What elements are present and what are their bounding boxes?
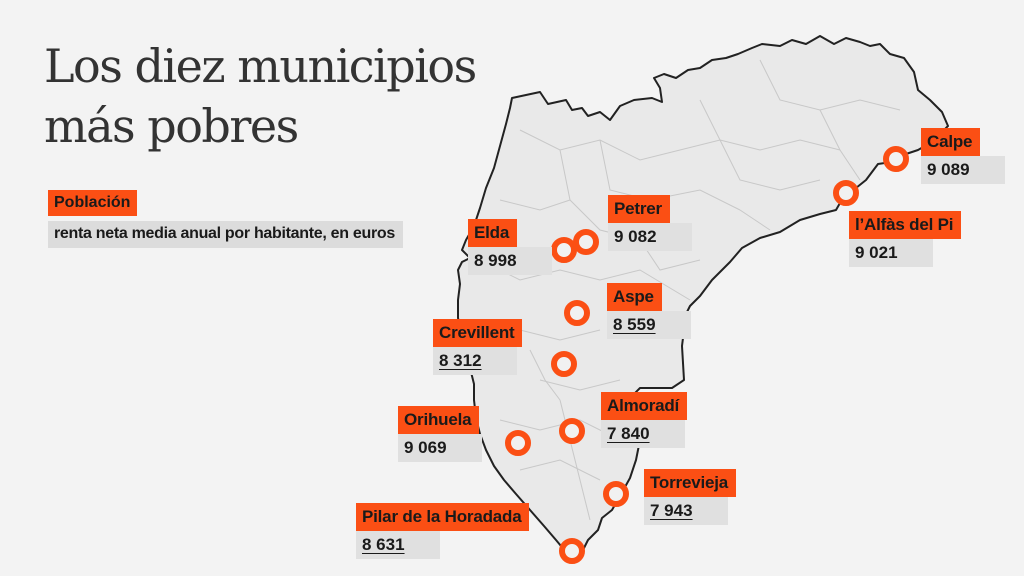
title-line-1: Los diez municipios (44, 39, 477, 93)
label-calpe: Calpe 9 089 (921, 128, 1005, 184)
marker-alfas-del-pi[interactable] (833, 180, 859, 206)
marker-orihuela[interactable] (505, 430, 531, 456)
municipality-name: Calpe (921, 128, 981, 156)
municipality-name: Orihuela (398, 406, 480, 434)
label-orihuela: Orihuela 9 069 (398, 406, 482, 462)
municipality-name: Petrer (608, 195, 670, 223)
marker-aspe[interactable] (564, 300, 590, 326)
marker-almoradi[interactable] (559, 418, 585, 444)
municipality-name: Torrevieja (644, 469, 737, 497)
label-aspe: Aspe 8 559 (607, 283, 691, 339)
municipality-value: 8 631 (356, 531, 440, 559)
marker-crevillent[interactable] (551, 351, 577, 377)
municipality-value: 9 069 (398, 434, 482, 462)
marker-torrevieja[interactable] (603, 481, 629, 507)
marker-elda[interactable] (551, 237, 577, 263)
municipality-value: 9 082 (608, 223, 692, 251)
municipality-value: 8 559 (607, 311, 691, 339)
legend-name-label: Población (48, 190, 138, 216)
label-elda: Elda 8 998 (468, 219, 552, 275)
label-torrevieja: Torrevieja 7 943 (644, 469, 737, 525)
label-petrer: Petrer 9 082 (608, 195, 692, 251)
municipality-value: 9 089 (921, 156, 1005, 184)
municipality-name: Elda (468, 219, 518, 247)
municipality-name: Pilar de la Horadada (356, 503, 530, 531)
municipality-value: 7 840 (601, 420, 685, 448)
label-pilar-de-la-horadada: Pilar de la Horadada 8 631 (356, 503, 530, 559)
municipality-value: 9 021 (849, 239, 933, 267)
municipality-value: 7 943 (644, 497, 728, 525)
marker-pilar-de-la-horadada[interactable] (559, 538, 585, 564)
legend-description: renta neta media anual por habitante, en… (48, 221, 403, 248)
municipality-value: 8 312 (433, 347, 517, 375)
marker-calpe[interactable] (883, 146, 909, 172)
municipality-name: Crevillent (433, 319, 523, 347)
label-almoradi: Almoradí 7 840 (601, 392, 688, 448)
municipality-name: Almoradí (601, 392, 688, 420)
municipality-value: 8 998 (468, 247, 552, 275)
label-crevillent: Crevillent 8 312 (433, 319, 523, 375)
title-line-2: más pobres (44, 99, 299, 153)
label-alfas-del-pi: l’Alfàs del Pi 9 021 (849, 211, 962, 267)
page-title: Los diez municipios más pobres (44, 36, 477, 156)
municipality-name: l’Alfàs del Pi (849, 211, 962, 239)
marker-petrer[interactable] (573, 229, 599, 255)
municipality-name: Aspe (607, 283, 662, 311)
